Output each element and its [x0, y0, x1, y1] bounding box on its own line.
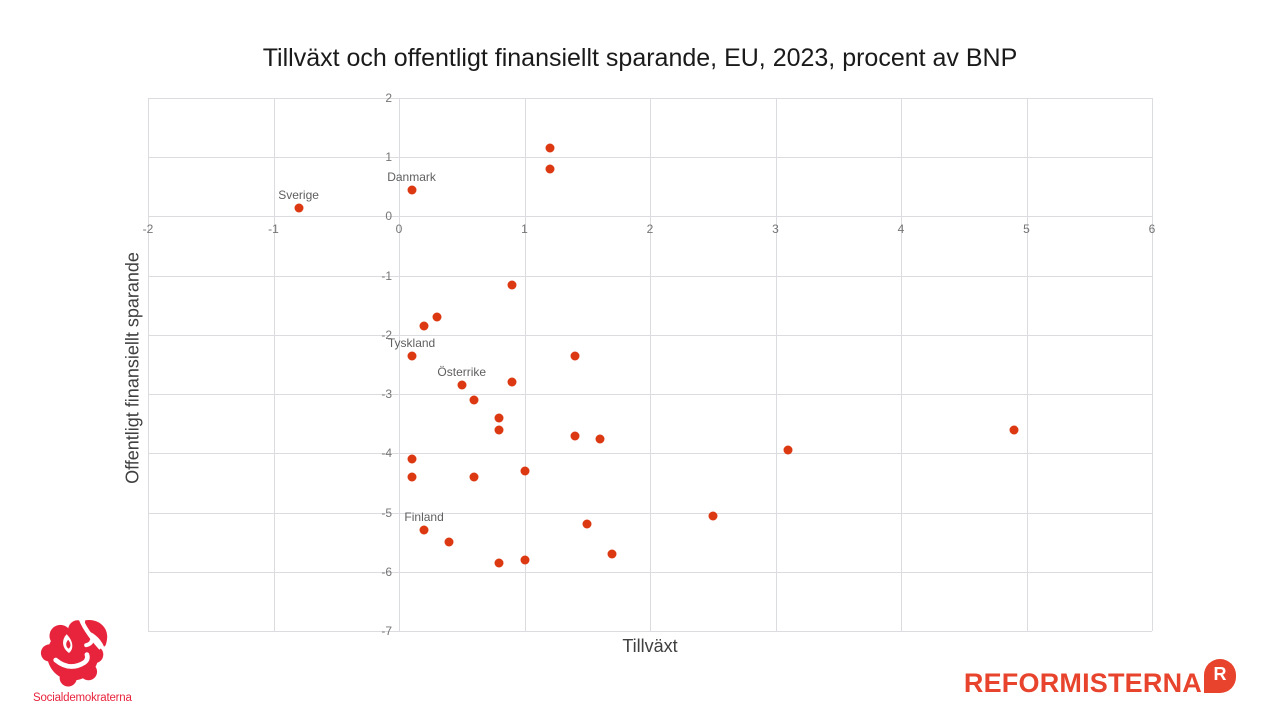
reformisterna-wordmark: REFORMISTERNA: [963, 668, 1202, 698]
socialdemokraterna-logo: Socialdemokraterna: [33, 614, 153, 704]
y-tick-label: -6: [381, 564, 392, 579]
gridline-vertical: [399, 98, 400, 631]
x-tick-label: -1: [268, 222, 279, 237]
data-point: [419, 321, 429, 331]
gridline-vertical: [524, 98, 526, 631]
y-tick-label: -7: [381, 624, 392, 638]
point-label: Finland: [404, 510, 444, 525]
x-tick-label: 2: [646, 222, 654, 237]
data-point: [494, 413, 504, 423]
data-point: [419, 525, 429, 535]
gridline-horizontal: [148, 453, 1152, 455]
data-point: [407, 454, 417, 464]
x-tick-label: 1: [521, 222, 528, 237]
gridline-horizontal: [148, 394, 1152, 396]
point-label: Tyskland: [387, 335, 436, 350]
x-tick-label: 4: [897, 222, 905, 237]
x-tick-label: 5: [1023, 222, 1030, 237]
data-point: [294, 203, 304, 213]
data-point: [494, 558, 504, 568]
data-point: [520, 466, 529, 476]
y-tick-label: 1: [385, 150, 392, 165]
gridline-horizontal: [148, 216, 1152, 218]
data-point: [582, 519, 592, 529]
data-point: [432, 312, 442, 322]
data-point: [783, 445, 793, 455]
y-tick-label: 2: [385, 91, 392, 105]
data-point: [457, 380, 467, 390]
data-point: [520, 555, 529, 565]
point-label: Danmark: [387, 169, 436, 184]
socialdemokraterna-wordmark: Socialdemokraterna: [33, 692, 132, 704]
data-point: [708, 511, 718, 521]
gridline-horizontal: [148, 98, 1152, 99]
y-tick-label: -5: [381, 505, 392, 520]
reformisterna-badge-letter: R: [1213, 664, 1227, 684]
point-label: Sverige: [278, 187, 319, 202]
y-tick-label: -2: [381, 327, 392, 342]
data-point: [494, 425, 504, 435]
plot-area: -2 -1 0 1 2 3 4 5 6 2 1 0 -1 -2 -3 -4 -5 -6 -7 Sverige Danma…: [143, 91, 1156, 638]
gridline-vertical: [148, 98, 149, 631]
reformisterna-badge-icon: R: [1204, 659, 1236, 693]
gridline-horizontal: [148, 157, 1152, 159]
gridline-horizontal: [148, 275, 1152, 277]
data-point: [507, 377, 517, 387]
gridline-vertical: [901, 98, 902, 631]
y-tick-label: -1: [381, 268, 392, 283]
gridline-horizontal: [148, 512, 1152, 514]
x-tick-label: 6: [1148, 222, 1156, 237]
gridline-vertical: [273, 98, 275, 631]
rose-icon: [40, 617, 108, 687]
x-tick-label: 0: [395, 222, 403, 237]
data-point: [407, 185, 417, 195]
data-point: [507, 280, 517, 290]
data-point: [570, 351, 580, 361]
data-point: [407, 351, 417, 361]
gridline-vertical: [1026, 98, 1028, 631]
y-tick-label: 0: [385, 209, 392, 224]
data-point: [469, 395, 479, 405]
y-axis-title: Offentligt finansiellt sparande: [122, 252, 143, 484]
data-point: [570, 431, 580, 441]
y-tick-label: -3: [381, 387, 392, 402]
data-point: [545, 164, 555, 174]
data-point: [595, 434, 605, 444]
data-point: [545, 143, 555, 153]
gridline-horizontal: [148, 631, 1152, 632]
x-tick-label: 3: [772, 222, 779, 237]
gridline-horizontal: [148, 334, 1152, 336]
gridline-vertical: [1152, 98, 1153, 631]
chart-title: Tillväxt och offentligt finansiellt spar…: [262, 44, 1018, 72]
x-axis-title: Tillväxt: [622, 636, 678, 656]
gridline-vertical: [775, 98, 777, 631]
gridline-vertical: [650, 98, 651, 631]
data-point: [469, 472, 479, 482]
gridline-horizontal: [148, 571, 1152, 573]
data-point: [407, 472, 417, 482]
data-point: [1009, 425, 1019, 435]
data-point: [607, 549, 617, 559]
x-tick-label: -2: [142, 222, 154, 237]
data-point: [444, 537, 454, 547]
point-label: Österrike: [437, 365, 487, 380]
y-tick-label: -4: [381, 446, 392, 461]
